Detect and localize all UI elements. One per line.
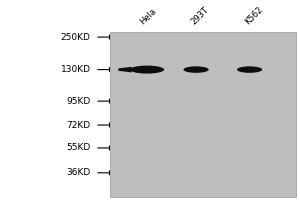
- Text: 293T: 293T: [190, 5, 211, 27]
- Ellipse shape: [237, 66, 262, 73]
- Ellipse shape: [183, 66, 209, 73]
- Text: 130KD: 130KD: [61, 65, 91, 74]
- Bar: [110, 32, 296, 197]
- Text: 72KD: 72KD: [66, 121, 91, 130]
- Text: 36KD: 36KD: [66, 168, 91, 177]
- Text: 55KD: 55KD: [66, 143, 91, 152]
- Text: 95KD: 95KD: [66, 97, 91, 106]
- Text: 250KD: 250KD: [61, 33, 91, 42]
- Polygon shape: [118, 67, 132, 72]
- Text: Hela: Hela: [138, 7, 158, 27]
- Text: K562: K562: [243, 5, 265, 27]
- Ellipse shape: [130, 66, 164, 74]
